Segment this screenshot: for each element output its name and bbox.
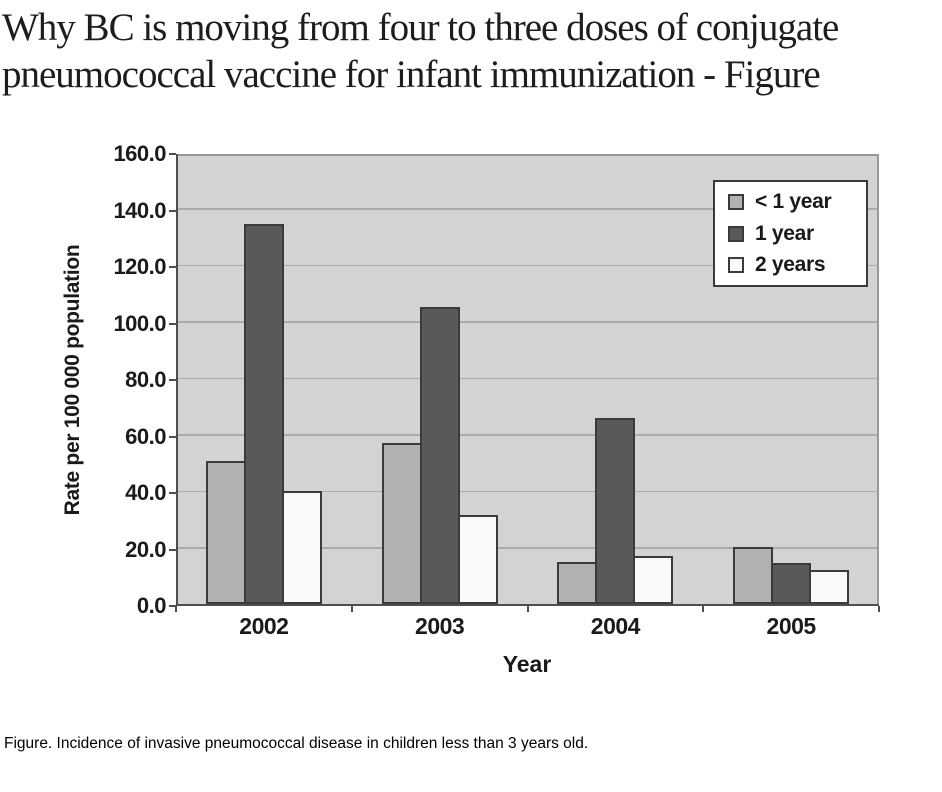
figure-caption: Figure. Incidence of invasive pneumococc… xyxy=(4,735,589,752)
x-tick-3 xyxy=(702,606,705,612)
y-tick-60 xyxy=(169,435,176,438)
x-tick-4 xyxy=(878,606,880,612)
legend-row-2-years: 2 years xyxy=(728,253,866,277)
gridline-20 xyxy=(178,547,877,549)
x-tick-0 xyxy=(175,606,177,612)
x-tick-2 xyxy=(526,606,529,612)
plot-area xyxy=(176,154,879,606)
bar-2002-1-year xyxy=(243,224,284,604)
y-tick-label-20: 20.0 xyxy=(125,536,166,562)
gridline-100 xyxy=(178,321,877,323)
y-tick-label-0: 0.0 xyxy=(136,593,167,618)
legend-row-1-year: 1 year xyxy=(728,222,866,246)
x-tick-label-2003: 2003 xyxy=(415,613,465,639)
y-tick-100 xyxy=(169,322,176,325)
legend-swatch xyxy=(728,257,744,274)
legend-label: < 1 year xyxy=(755,189,832,213)
bar-2005-1-year xyxy=(771,563,812,604)
bar-2003-2-years xyxy=(457,515,498,604)
legend: < 1 year 1 year 2 years xyxy=(713,180,868,287)
bar-2004-1-year xyxy=(595,418,636,604)
x-tick-label-2004: 2004 xyxy=(590,613,641,639)
y-tick-160 xyxy=(169,153,176,155)
y-tick-140 xyxy=(169,209,176,212)
x-tick-label-2002: 2002 xyxy=(239,613,289,639)
gridline-120 xyxy=(178,264,877,266)
legend-swatch xyxy=(728,193,744,210)
bar-2004--1-year xyxy=(557,562,598,604)
gridline-140 xyxy=(178,208,877,210)
bar-2002--1-year xyxy=(205,461,246,604)
x-tick-1 xyxy=(350,606,353,612)
y-tick-label-40: 40.0 xyxy=(125,480,166,505)
y-axis-line xyxy=(176,154,178,606)
y-tick-80 xyxy=(169,379,176,381)
page-title-line-2: pneumococcal vaccine for infant immuniza… xyxy=(2,53,821,96)
page-title: Why BC is moving from four to three dose… xyxy=(2,4,940,98)
y-tick-40 xyxy=(169,492,176,494)
y-tick-20 xyxy=(169,548,176,551)
x-axis-title: Year xyxy=(502,651,552,677)
legend-label: 1 year xyxy=(755,221,814,245)
bar-2005-2-years xyxy=(809,570,850,604)
bar-2002-2-years xyxy=(281,491,322,604)
legend-row--1-year: < 1 year xyxy=(728,190,866,214)
bar-group-2002 xyxy=(178,156,354,604)
bar-2004-2-years xyxy=(633,556,674,604)
bar-2005--1-year xyxy=(733,547,774,604)
legend-label: 2 years xyxy=(755,253,826,277)
bar-2003-1-year xyxy=(419,307,460,604)
bar-group-2004 xyxy=(530,156,706,604)
gridline-60 xyxy=(178,434,877,436)
gridline-40 xyxy=(178,490,877,492)
y-tick-label-80: 80.0 xyxy=(125,367,166,392)
y-tick-0 xyxy=(169,605,176,607)
x-axis-line xyxy=(176,604,879,606)
y-tick-label-140: 140.0 xyxy=(113,197,166,223)
x-tick-label-2005: 2005 xyxy=(766,613,817,639)
y-tick-120 xyxy=(169,266,176,268)
gridline-80 xyxy=(178,377,877,379)
y-tick-label-100: 100.0 xyxy=(113,310,166,336)
y-tick-label-60: 60.0 xyxy=(125,423,166,449)
page-title-line-1: Why BC is moving from four to three dose… xyxy=(2,6,839,49)
bar-group-2003 xyxy=(354,156,530,604)
bar-2003--1-year xyxy=(381,443,422,604)
bar-group-2005 xyxy=(705,156,881,604)
y-tick-label-160: 160.0 xyxy=(113,141,166,166)
legend-swatch xyxy=(728,225,744,242)
y-tick-label-120: 120.0 xyxy=(113,254,166,279)
